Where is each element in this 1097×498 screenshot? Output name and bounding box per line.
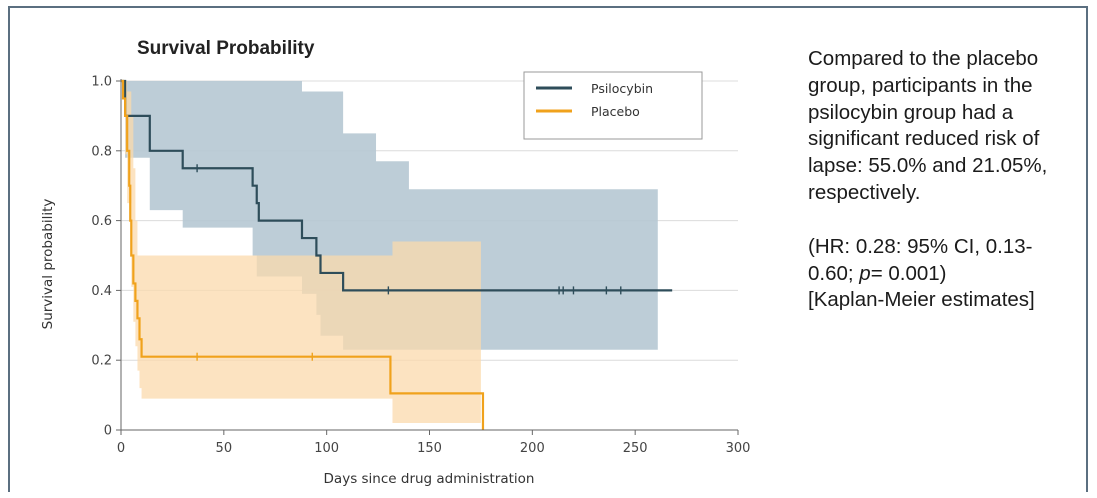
curve-psilocybin — [121, 79, 673, 292]
y-axis-label: Survival probability — [40, 199, 56, 330]
ci-band-placebo — [121, 81, 481, 424]
survival-chart: 0 50 100 150 200 250 300 0 0.2 0.4 0.6 0.8 1.0 Survi… — [40, 38, 750, 487]
stats-p-value: = 0.001) — [870, 261, 947, 285]
ci-band-psilocybin — [121, 81, 658, 350]
axes: 0 50 100 150 200 250 300 0 0.2 0.4 0.6 0.8 1.0 — [91, 75, 750, 457]
summary-text: Compared to the placebo group, participa… — [808, 47, 1048, 204]
legend-box — [523, 71, 703, 140]
y-tick-label-1: 1.0 — [91, 75, 112, 90]
legend-label-placebo: Placebo — [591, 104, 640, 119]
y-tick-label-0.4: 0.4 — [91, 284, 112, 299]
stats-p-symbol: p — [859, 261, 871, 285]
curve-placebo — [121, 79, 485, 430]
y-tick-label-0: 0 — [104, 424, 112, 439]
chart-legend: Psilocybin Placebo — [523, 71, 703, 140]
y-tick-label-0.8: 0.8 — [91, 144, 112, 159]
x-tick-label-250: 250 — [623, 441, 648, 456]
survival-curves — [121, 79, 673, 430]
x-tick-label-50: 50 — [216, 441, 233, 456]
stats-hr-ci: (HR: 0.28: 95% CI, 0.13-0.60; — [808, 234, 1033, 285]
legend-label-psilocybin: Psilocybin — [591, 81, 653, 96]
x-tick-label-150: 150 — [417, 441, 442, 456]
x-tick-label-0: 0 — [117, 441, 125, 456]
method-text: [Kaplan-Meier estimates] — [808, 288, 1035, 312]
y-tick-label-0.6: 0.6 — [91, 214, 112, 229]
summary-panel: Compared to the placebo group, participa… — [808, 46, 1078, 314]
y-tick-label-0.2: 0.2 — [91, 354, 112, 369]
x-tick-label-100: 100 — [314, 441, 339, 456]
x-tick-label-200: 200 — [520, 441, 545, 456]
x-axis-label: Days since drug administration — [324, 471, 535, 487]
stats-text: (HR: 0.28: 95% CI, 0.13-0.60; p= 0.001) — [808, 234, 1078, 288]
chart-title: Survival Probability — [137, 38, 315, 59]
x-tick-label-300: 300 — [726, 441, 751, 456]
confidence-bands — [121, 81, 658, 424]
